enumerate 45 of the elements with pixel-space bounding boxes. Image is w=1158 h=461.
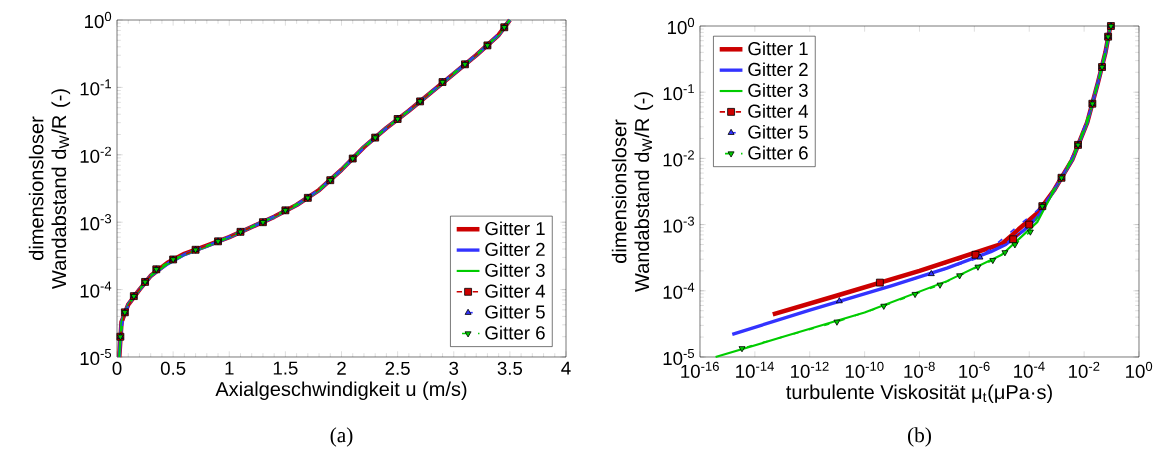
legend-label: Gitter 5 [748, 124, 808, 139]
legend-label: Gitter 3 [748, 83, 808, 97]
x-tick-label: 0.5 [160, 361, 186, 375]
legend-label: Gitter 4 [485, 284, 546, 298]
legend-label: Gitter 2 [485, 242, 545, 257]
text: (b) [907, 427, 931, 447]
y-tick-label: 10$^{-4}$ [80, 281, 112, 298]
y-tick-label: 10$^{-4}$ [663, 282, 695, 299]
x-tick-label: 10$^{-8}$ [904, 361, 935, 378]
x-axis-title: turbulente Viskosität μ$_{t}$(μPa·s) [786, 384, 1052, 404]
x-tick-label: 1 [225, 361, 234, 375]
legend-label: Gitter 3 [485, 263, 545, 277]
x-tick-label: 10$^{-12}$ [791, 361, 829, 378]
y-tick-label: 10$^{-2}$ [663, 150, 694, 167]
legend-label: Gitter 5 [485, 304, 545, 319]
legend-label: Gitter 1 [485, 221, 545, 236]
x-tick-label: 10$^{-6}$ [959, 361, 990, 378]
x-tick-label: 0 [112, 361, 122, 375]
x-tick-label: 1.5 [273, 361, 298, 375]
x-tick-label: 10$^{-10}$ [845, 361, 884, 378]
x-axis-title: Axialgeschwindigkeit u (m/s) [215, 381, 467, 401]
x-tick-label: 3.5 [497, 361, 523, 375]
x-tick-label: 4 [561, 361, 571, 375]
x-tick-label: 10$^{-2}$ [1069, 361, 1100, 378]
y-tick-label: 10$^{0}$ [85, 11, 112, 29]
y-tick-label: 10$^{-1}$ [80, 79, 111, 96]
y-tick-label: 10$^{-3}$ [80, 214, 112, 231]
x-tick-label: 3 [449, 361, 459, 375]
legend-label: Gitter 6 [748, 145, 808, 160]
x-tick-label: 2 [337, 361, 346, 375]
legend-label: Gitter 1 [748, 41, 808, 56]
text: (a) [330, 427, 353, 447]
x-tick-label: 10$^{-14}$ [736, 361, 774, 378]
y-tick-label: 10$^{-1}$ [663, 84, 694, 101]
y-tick-label: 10$^{-5}$ [80, 348, 112, 366]
legend-label: Gitter 4 [748, 104, 809, 118]
x-tick-label: 10$^{0}$ [1126, 361, 1153, 378]
x-tick-label: 10$^{-16}$ [681, 361, 719, 378]
y-tick-label: 10$^{-2}$ [80, 146, 111, 163]
x-tick-label: 10$^{-4}$ [1014, 361, 1045, 378]
x-tick-label: 2.5 [385, 361, 410, 375]
legend-label: Gitter 6 [485, 325, 545, 340]
y-tick-label: 10$^{0}$ [668, 17, 695, 35]
y-tick-label: 10$^{-3}$ [663, 216, 695, 233]
legend-label: Gitter 2 [748, 62, 808, 77]
